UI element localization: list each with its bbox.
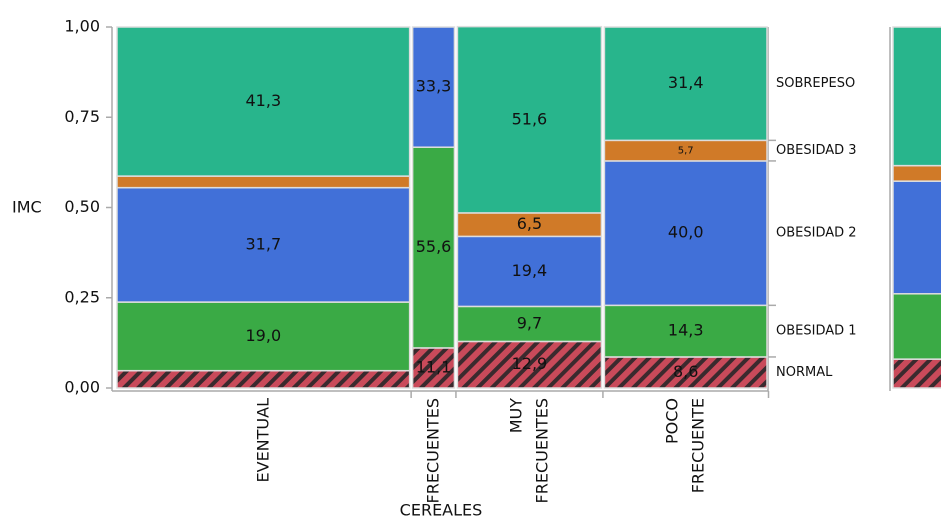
value-label: 6,5: [517, 214, 542, 233]
mosaic-segment: [456, 235, 603, 308]
y-tick-label: 0,00: [64, 378, 100, 397]
y-axis-title: IMC: [12, 198, 42, 217]
y-tick-label: 0,25: [64, 287, 100, 306]
value-label: 40,0: [668, 223, 704, 242]
mosaic-segment: [411, 146, 456, 349]
legend-label: NORMAL: [776, 365, 833, 380]
mosaic-segment: [603, 26, 768, 142]
mosaic-segment: [116, 301, 411, 372]
mosaic-segment: [116, 369, 411, 389]
value-label: 8,6: [673, 362, 698, 381]
value-label: 12,9: [512, 354, 548, 373]
value-label: 51,6: [512, 109, 548, 128]
value-label: 9,7: [517, 313, 542, 332]
x-tick-label: FRECUENTES: [423, 398, 442, 503]
mosaic-segment: [456, 340, 603, 389]
y-tick-label: 1,00: [64, 17, 100, 36]
legend-label: OBESIDAD 3: [776, 143, 857, 158]
value-label: 31,4: [668, 73, 704, 92]
mosaic-segment: [411, 347, 456, 389]
legend-label: OBESIDAD 2: [776, 226, 857, 241]
value-label: 33,3: [416, 77, 452, 96]
value-label: 31,7: [246, 234, 282, 253]
value-label: 55,6: [416, 237, 452, 256]
legend-label: OBESIDAD 1: [776, 324, 857, 339]
mosaic-segment: [116, 175, 411, 189]
value-label: 14,3: [668, 321, 704, 340]
value-label: 41,3: [246, 91, 282, 110]
overall-segment: [892, 180, 941, 295]
y-tick-label: 0,50: [64, 197, 100, 216]
x-tick-label: EVENTUAL: [253, 398, 272, 483]
x-tick-label: POCO FRECUENTE: [662, 398, 707, 493]
overall-segment: [892, 293, 941, 360]
value-label: 11,1: [416, 357, 452, 376]
mosaic-segment: [116, 26, 411, 177]
x-tick-label: MUY FRECUENTES: [506, 398, 551, 504]
mosaic-segment: [411, 26, 456, 148]
overall-segment: [892, 164, 941, 182]
y-tick-label: 0,75: [64, 107, 100, 126]
overall-segment: [892, 358, 941, 389]
value-label: 19,4: [512, 261, 548, 280]
mosaic-segment: [116, 186, 411, 303]
mosaic-segment: [456, 25, 603, 214]
legend-label: SOBREPESO: [776, 76, 855, 91]
mosaic-segment: [603, 356, 768, 389]
value-label: 5,7: [678, 146, 694, 157]
value-label: 19,0: [246, 326, 282, 345]
overall-segment: [892, 26, 941, 167]
x-axis-title: CEREALES: [400, 501, 483, 518]
mosaic-segment: [603, 160, 768, 307]
